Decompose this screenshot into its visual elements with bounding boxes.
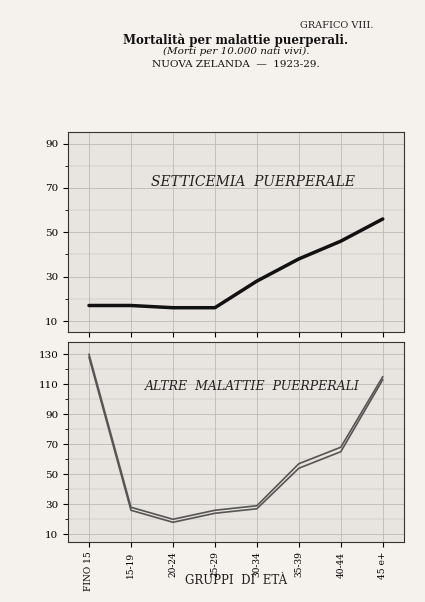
Text: NUOVA ZELANDA  —  1923-29.: NUOVA ZELANDA — 1923-29.: [152, 60, 320, 69]
Text: (Morti per 10.000 nati vivi).: (Morti per 10.000 nati vivi).: [163, 47, 309, 56]
Text: GRAFICO VIII.: GRAFICO VIII.: [300, 21, 374, 30]
Text: ALTRE  MALATTIE  PUERPERALI: ALTRE MALATTIE PUERPERALI: [145, 379, 360, 393]
Text: GRUPPI  DI  ETÀ: GRUPPI DI ETÀ: [185, 574, 287, 587]
Text: Mortalità per malattie puerperali.: Mortalità per malattie puerperali.: [123, 33, 348, 46]
Text: SETTICEMIA  PUERPERALE: SETTICEMIA PUERPERALE: [151, 175, 354, 190]
